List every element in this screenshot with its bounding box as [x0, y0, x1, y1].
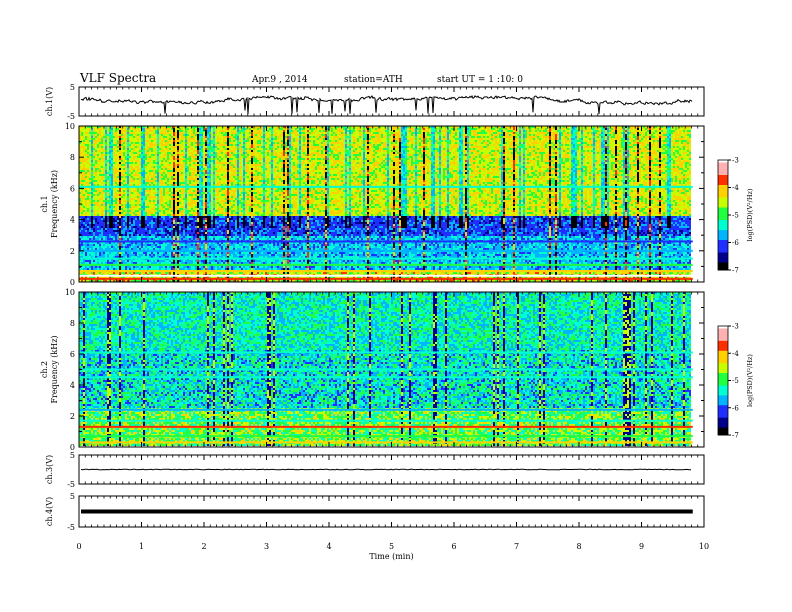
x-tick-label: 7	[514, 542, 519, 551]
y-tick-label: 8	[70, 319, 75, 328]
x-tick-label: 10	[699, 542, 709, 551]
x-tick-label: 0	[76, 542, 81, 551]
colorbar-tick-label: -5	[732, 377, 739, 385]
y-tick-label: -5	[67, 112, 75, 121]
y-axis-label: ch.2	[40, 361, 49, 378]
y-tick-label: 10	[65, 122, 75, 131]
x-axis-label: Time (min)	[369, 552, 413, 561]
colorbar-tick-label: -4	[732, 184, 739, 192]
colorbar-tick-label: -5	[732, 212, 739, 220]
colorbar-tick-label: -6	[732, 239, 739, 247]
y-tick-label: 4	[70, 216, 75, 225]
y-tick-label: 5	[70, 451, 75, 460]
colorbar-tick-label: -4	[732, 350, 739, 358]
ch2-spectrogram-image	[79, 292, 693, 446]
y-tick-label: 2	[70, 412, 75, 421]
y-axis-label: ch.3(V)	[45, 455, 54, 484]
y-axis-label: ch.4(V)	[45, 497, 54, 526]
colorbar-tick-label: -3	[732, 157, 739, 165]
y-tick-label: 0	[70, 278, 75, 287]
ch1-spectrogram-image	[79, 126, 693, 282]
spectrogram-layer	[79, 126, 693, 446]
colorbar-tick-label: -7	[732, 267, 739, 275]
x-tick-label: 9	[639, 542, 644, 551]
colorbar-tick-label: -3	[732, 323, 739, 331]
x-tick-label: 8	[576, 542, 581, 551]
y-tick-label: 10	[65, 288, 75, 297]
x-tick-label: 1	[139, 542, 144, 551]
y-axis-label: Frequency (kHz)	[50, 170, 59, 238]
ch3-trace	[81, 469, 691, 470]
y-tick-label: 6	[70, 184, 75, 193]
colorbar-label: log(PSD)(V²/Hz)	[746, 354, 754, 407]
x-tick-label: 3	[264, 542, 269, 551]
colorbar-tick-label: -7	[732, 432, 739, 440]
y-axis-label: ch.1(V)	[45, 87, 54, 116]
ch2-spectrogram-colorbar: -3 -4 -5 -6 -7 log(PSD)(V²/Hz)	[718, 323, 754, 440]
x-tick-label: 4	[326, 542, 331, 551]
y-tick-label: -5	[67, 480, 75, 489]
ch4-trace	[81, 510, 693, 514]
y-tick-label: 4	[70, 381, 75, 390]
colorbar-label: log(PSD)(V²/Hz)	[746, 188, 754, 241]
y-axis-label: Frequency (kHz)	[50, 335, 59, 403]
y-tick-label: 6	[70, 350, 75, 359]
x-tick-label: 2	[201, 542, 206, 551]
vlf-figure: 5-5ch.1(V)0246810ch.1 Frequency (kHz)-3-4…	[0, 0, 792, 612]
ch1-spectrogram-colorbar: -3 -4 -5 -6 -7 log(PSD)(V²/Hz)	[718, 157, 754, 275]
y-tick-label: -5	[67, 523, 75, 532]
y-axis-label: ch.1	[40, 195, 49, 212]
ch1-trace	[81, 96, 692, 114]
x-tick-label: 6	[451, 542, 456, 551]
y-tick-label: 8	[70, 153, 75, 162]
y-tick-label: 5	[70, 83, 75, 92]
y-tick-label: 2	[70, 247, 75, 256]
x-tick-label: 5	[389, 542, 394, 551]
colorbar-tick-label: -6	[732, 404, 739, 412]
y-tick-label: 5	[70, 492, 75, 501]
